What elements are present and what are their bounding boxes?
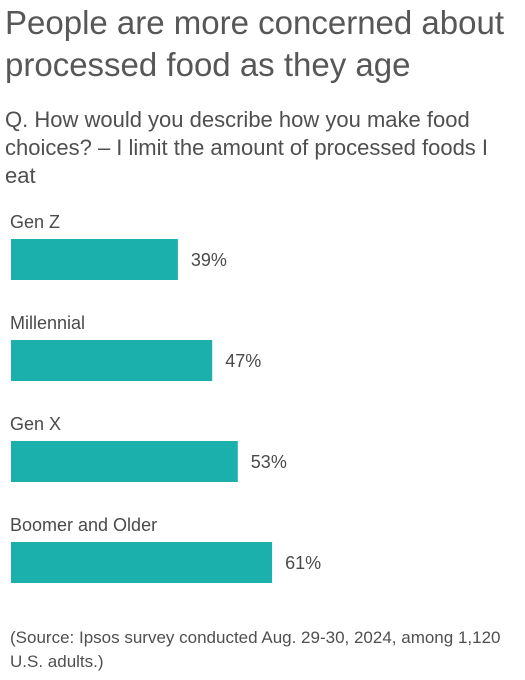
- bar: [11, 542, 273, 583]
- bar-group-boomer-and-older: Boomer and Older 61%: [10, 515, 321, 583]
- bar-chart: Gen Z 39% Millennial 47% Gen X 53% Boomer and …: [10, 212, 321, 583]
- bar-group-millennial: Millennial 47%: [10, 313, 261, 381]
- value-label: 53%: [251, 452, 287, 472]
- category-label: Boomer and Older: [10, 515, 157, 535]
- bar: [11, 239, 178, 280]
- bar: [11, 340, 213, 381]
- category-label: Gen Z: [10, 212, 60, 232]
- value-label: 61%: [285, 553, 321, 573]
- value-label: 39%: [191, 250, 227, 270]
- value-label: 47%: [225, 351, 261, 371]
- chart-title: People are more concerned about processe…: [5, 4, 504, 83]
- bar: [11, 441, 238, 482]
- chart-subtitle: Q. How would you describe how you make f…: [5, 107, 489, 188]
- bar-group-gen-x: Gen X 53%: [10, 414, 287, 482]
- source-note: (Source: Ipsos survey conducted Aug. 29-…: [10, 628, 501, 671]
- bar-group-gen-z: Gen Z 39%: [10, 212, 227, 280]
- category-label: Gen X: [10, 414, 61, 434]
- category-label: Millennial: [10, 313, 85, 333]
